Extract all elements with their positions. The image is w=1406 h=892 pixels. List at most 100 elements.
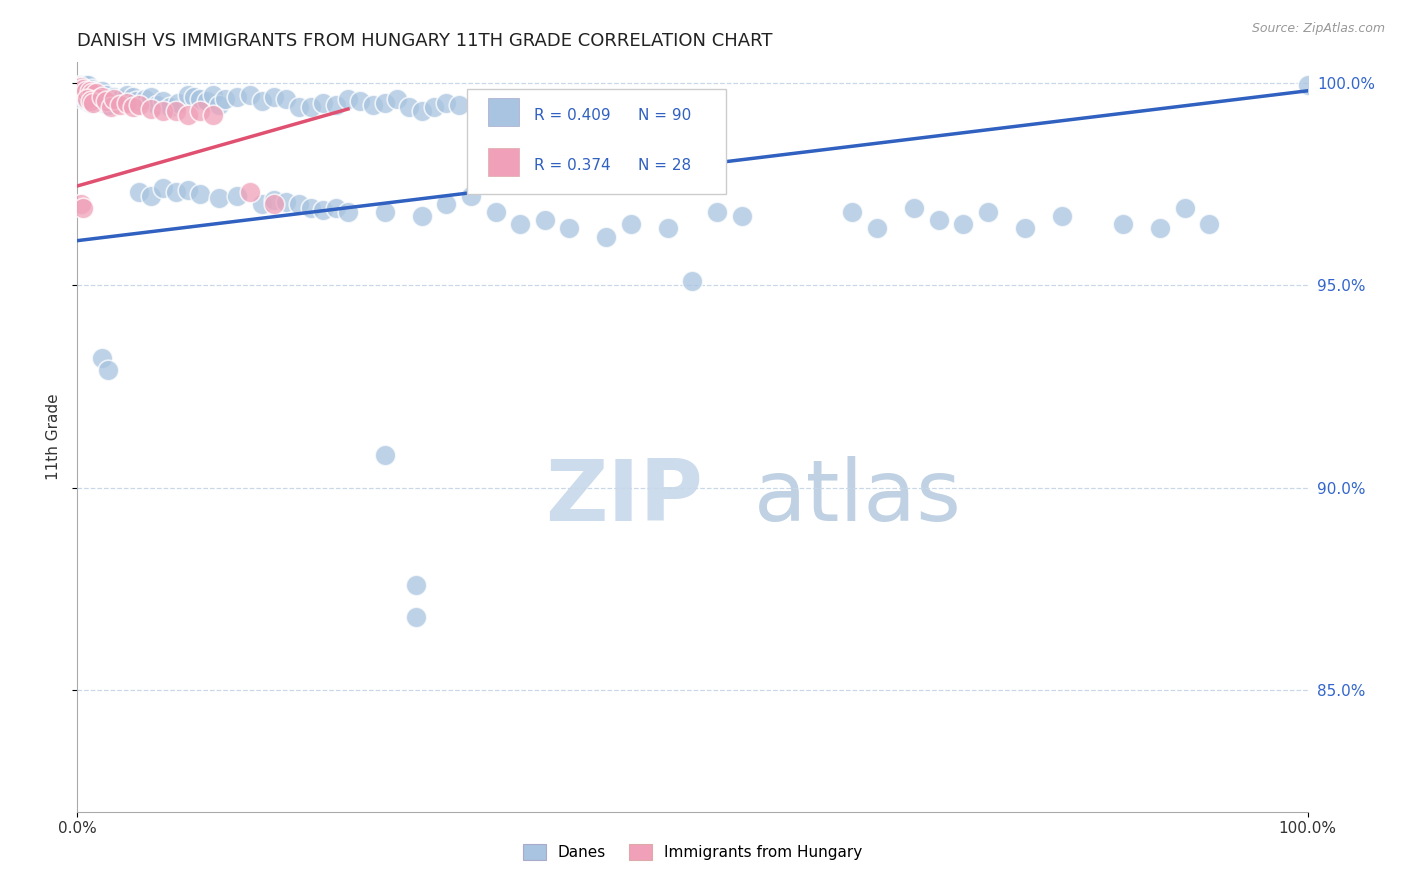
Point (385, 92, 409, 106)
Point (80, 95, 103, 110)
Point (226, 90, 249, 104)
Point (152, 181, 174, 195)
Point (77, 78, 100, 92)
Point (75, 78, 97, 92)
Point (1198, 218, 1220, 232)
Point (72, 201, 94, 215)
Point (76, 94, 98, 108)
Point (374, 95, 396, 110)
Point (75, 84, 97, 98)
Point (188, 103, 212, 118)
Point (79, 84, 101, 98)
Point (1112, 218, 1135, 232)
Point (276, 92, 298, 106)
Text: Source: ZipAtlas.com: Source: ZipAtlas.com (1251, 22, 1385, 36)
Point (201, 87, 224, 102)
Point (239, 87, 262, 102)
Point (128, 185, 150, 199)
Point (146, 98, 169, 112)
Point (177, 183, 200, 197)
Point (405, 610, 427, 624)
Point (436, 197, 458, 211)
Point (110, 98, 132, 112)
Point (866, 221, 889, 235)
Bar (488, 148, 519, 177)
Point (84, 92, 107, 106)
Point (447, 98, 470, 112)
Point (534, 213, 557, 227)
Point (89, 92, 111, 106)
Point (177, 87, 200, 102)
Point (312, 95, 335, 110)
Point (83, 84, 105, 98)
Point (226, 189, 249, 203)
Point (903, 201, 925, 215)
Point (70, 78, 93, 92)
Point (72, 92, 94, 106)
Point (288, 100, 311, 114)
Point (91, 95, 114, 110)
Point (128, 98, 150, 112)
Point (411, 210, 433, 224)
Text: N = 90: N = 90 (638, 108, 692, 123)
Point (325, 201, 347, 215)
Point (1050, 210, 1073, 224)
Point (188, 187, 212, 202)
Point (100, 100, 122, 114)
Point (1014, 221, 1036, 235)
Point (250, 94, 273, 108)
Point (263, 193, 285, 207)
Point (188, 92, 212, 106)
Point (125, 94, 148, 108)
Point (411, 103, 433, 118)
Point (460, 189, 482, 203)
Point (159, 100, 181, 114)
Point (82, 86, 104, 100)
Point (208, 98, 231, 112)
Point (374, 448, 396, 462)
Text: atlas: atlas (754, 456, 962, 539)
Point (121, 90, 143, 104)
Point (405, 578, 427, 592)
Point (165, 185, 187, 199)
Point (141, 189, 163, 203)
Point (110, 92, 132, 106)
Point (82, 82, 104, 96)
Point (509, 218, 531, 232)
Point (201, 108, 224, 122)
Point (1296, 78, 1319, 92)
Point (84, 86, 107, 100)
Point (72, 82, 94, 96)
Bar (488, 98, 519, 126)
Point (82, 95, 104, 110)
Point (121, 100, 143, 114)
Point (90, 90, 114, 104)
Point (141, 90, 163, 104)
Point (90, 84, 114, 98)
Text: DANISH VS IMMIGRANTS FROM HUNGARY 11TH GRADE CORRELATION CHART: DANISH VS IMMIGRANTS FROM HUNGARY 11TH G… (77, 32, 773, 50)
Point (152, 94, 174, 108)
Point (177, 108, 200, 122)
Text: ZIP: ZIP (546, 456, 703, 539)
Point (97, 363, 120, 377)
Point (263, 90, 285, 104)
Point (620, 218, 643, 232)
Point (115, 95, 138, 110)
Point (263, 197, 285, 211)
Point (250, 197, 273, 211)
Point (115, 87, 138, 102)
Point (72, 78, 94, 92)
Point (90, 351, 114, 365)
Point (97, 98, 120, 112)
Point (80, 94, 103, 108)
Point (558, 221, 581, 235)
Point (89, 86, 111, 100)
Point (325, 98, 347, 112)
Point (76, 92, 98, 106)
Point (337, 205, 360, 219)
Point (103, 90, 125, 104)
Point (141, 102, 163, 116)
Point (86, 86, 108, 100)
Point (288, 197, 311, 211)
Point (152, 103, 174, 118)
